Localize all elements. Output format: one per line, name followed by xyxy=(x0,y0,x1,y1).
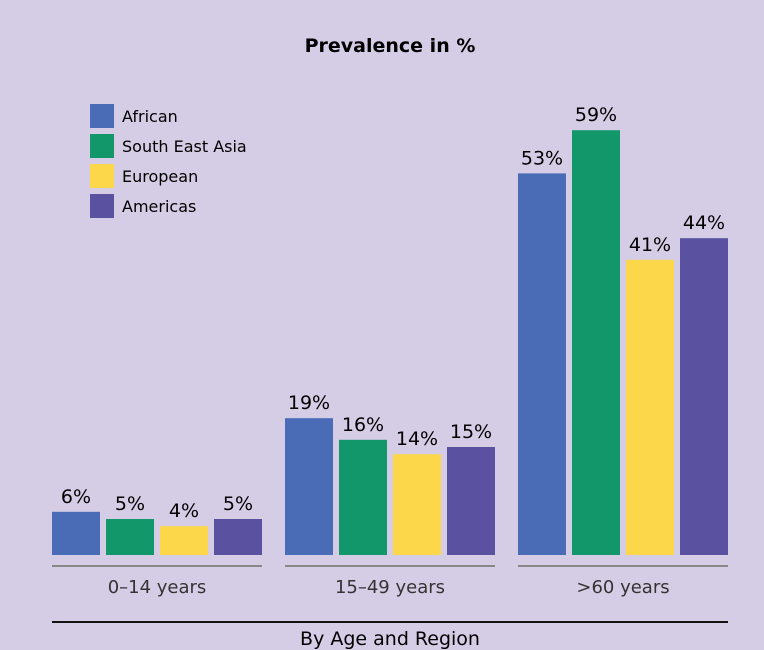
x-axis-label: By Age and Region xyxy=(300,628,480,650)
legend-swatch-0 xyxy=(90,104,114,128)
legend-label-1: South East Asia xyxy=(122,137,247,156)
bar-1-0 xyxy=(285,418,333,555)
legend-swatch-3 xyxy=(90,194,114,218)
bar-2-3 xyxy=(680,238,728,555)
bar-label-0-1: 5% xyxy=(115,493,145,515)
bar-label-1-2: 14% xyxy=(396,428,438,450)
bar-1-1 xyxy=(339,439,387,555)
bar-label-1-3: 15% xyxy=(450,421,492,443)
bar-0-0 xyxy=(52,511,100,555)
bar-label-1-0: 19% xyxy=(288,392,330,414)
bar-label-0-2: 4% xyxy=(169,500,199,522)
legend-label-0: African xyxy=(122,107,178,126)
legend-label-3: Americas xyxy=(122,197,196,216)
bar-0-3 xyxy=(214,519,262,555)
bars: 6% 5% 4% 5% 19% 16% 14% 15% 53% 59% 41% 44% xyxy=(52,104,728,555)
bar-label-2-1: 59% xyxy=(575,104,617,126)
bar-label-2-3: 44% xyxy=(683,212,725,234)
bar-label-0-0: 6% xyxy=(61,486,91,508)
legend: African South East Asia European Americas xyxy=(90,104,247,218)
category-axis: 0–14 years 15–49 years >60 years xyxy=(52,565,728,598)
bar-1-3 xyxy=(447,447,495,555)
legend-swatch-2 xyxy=(90,164,114,188)
bar-2-1 xyxy=(572,130,620,555)
category-label-1: 15–49 years xyxy=(335,577,445,598)
bar-label-0-3: 5% xyxy=(223,493,253,515)
category-label-2: >60 years xyxy=(576,577,669,598)
bar-0-1 xyxy=(106,519,154,555)
bar-2-2 xyxy=(626,259,674,555)
chart-title: Prevalence in % xyxy=(305,35,476,57)
bar-2-0 xyxy=(518,173,566,555)
legend-swatch-1 xyxy=(90,134,114,158)
legend-label-2: European xyxy=(122,167,198,186)
bar-label-2-0: 53% xyxy=(521,147,563,169)
bar-0-2 xyxy=(160,526,208,555)
category-label-0: 0–14 years xyxy=(108,577,207,598)
bar-label-1-1: 16% xyxy=(342,414,384,436)
bar-1-2 xyxy=(393,454,441,555)
bar-label-2-2: 41% xyxy=(629,234,671,256)
